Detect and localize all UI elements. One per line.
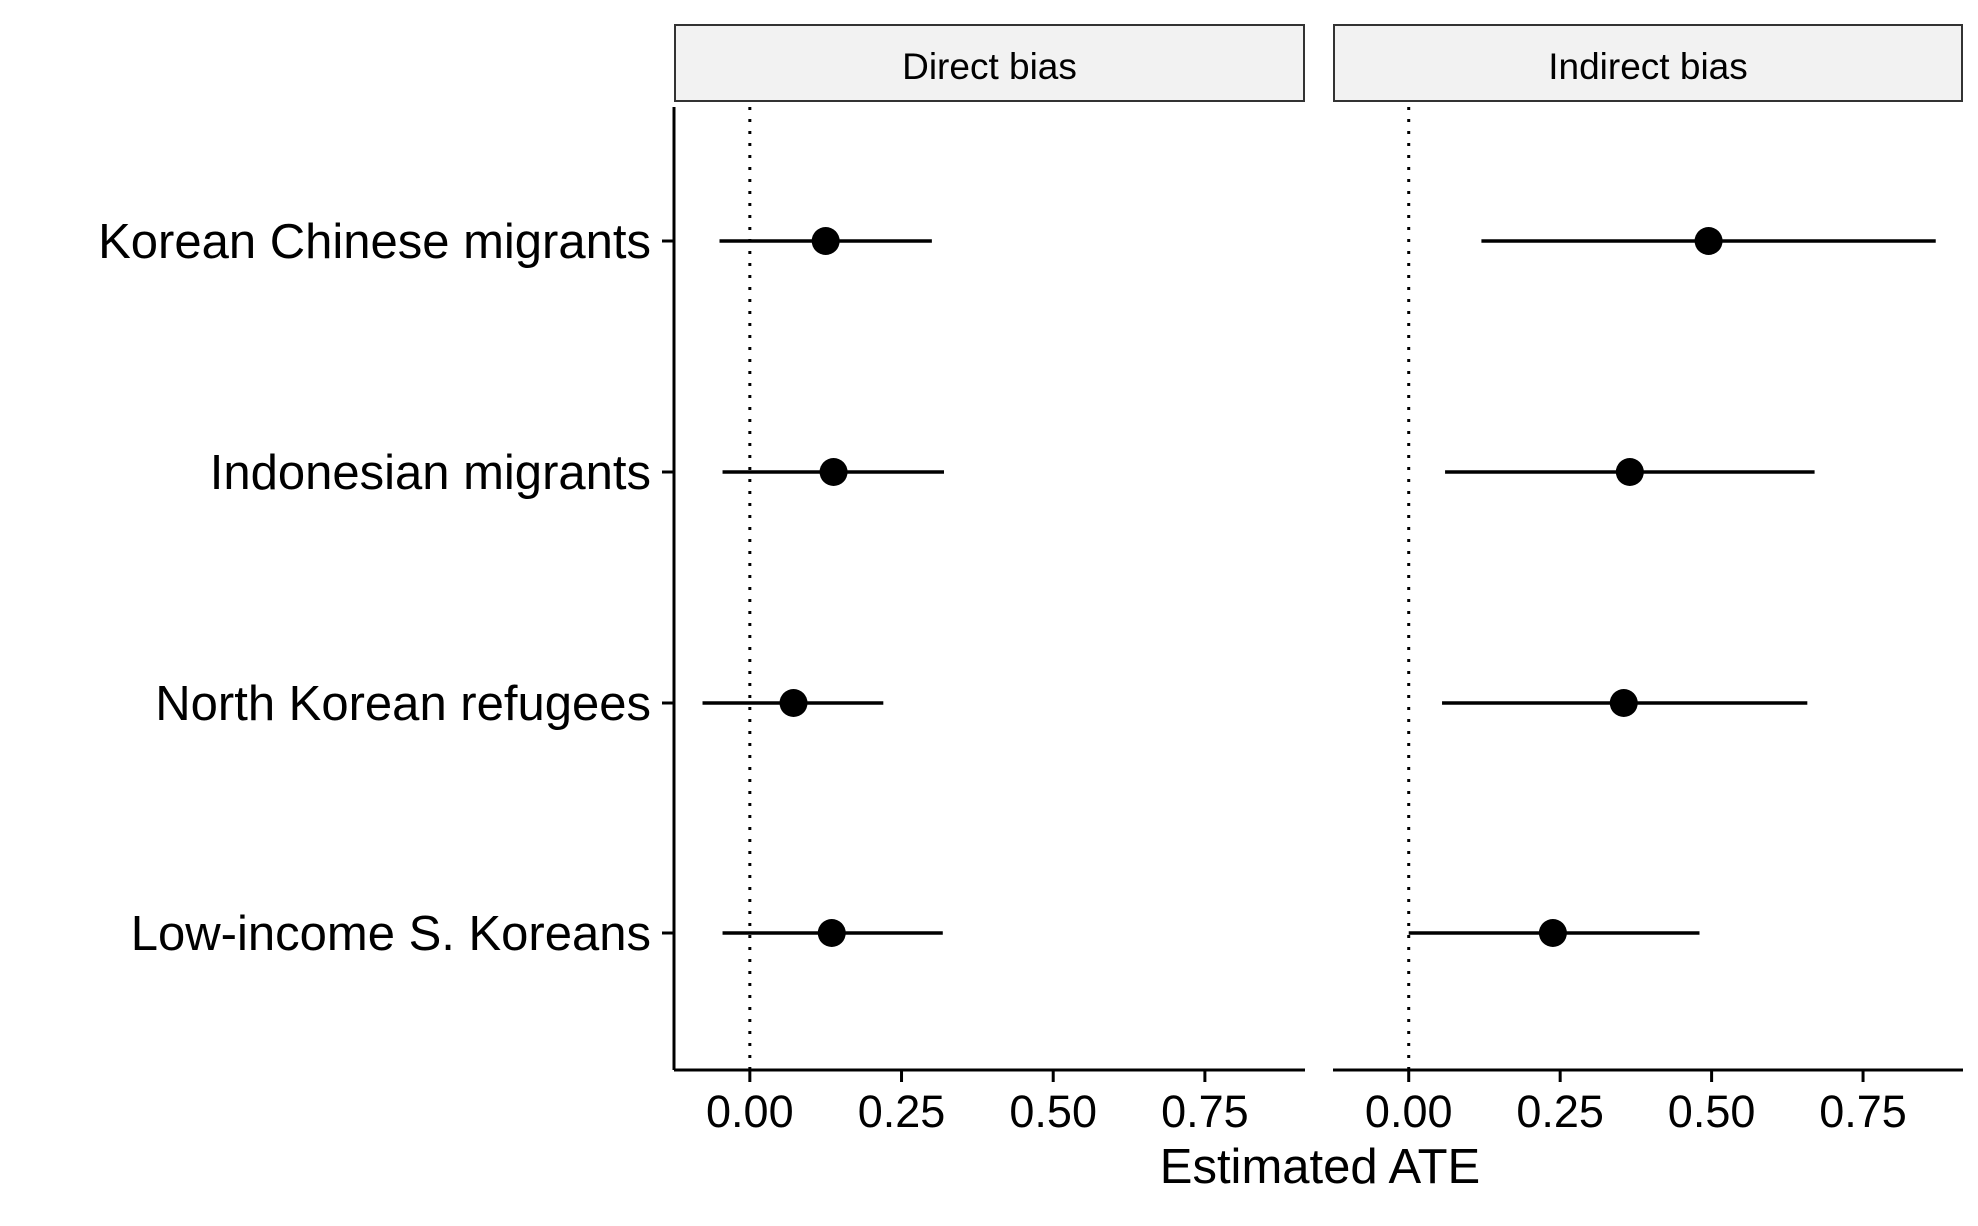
facet-strip-label: Direct bias	[902, 46, 1077, 87]
point-estimate	[819, 458, 848, 486]
facet-strip	[674, 24, 1305, 102]
x-tick-label: 0.00	[1365, 1086, 1453, 1137]
x-tick-label: 0.75	[1161, 1086, 1249, 1137]
point-estimate	[817, 919, 846, 947]
facet-strip	[1333, 24, 1963, 102]
point-estimate	[811, 227, 840, 255]
x-tick-label: 0.50	[1009, 1086, 1097, 1137]
point-estimate	[1694, 227, 1723, 255]
x-tick-label: 0.25	[858, 1086, 946, 1137]
point-estimate	[1538, 919, 1567, 947]
y-tick-label: North Korean refugees	[155, 677, 651, 731]
x-tick-label: 0.75	[1819, 1086, 1907, 1137]
y-tick-label: Korean Chinese migrants	[98, 215, 651, 269]
x-tick-label: 0.25	[1516, 1086, 1604, 1137]
facet-strip-label: Indirect bias	[1548, 46, 1748, 87]
y-tick-label: Low-income S. Koreans	[131, 907, 651, 961]
point-estimate	[779, 689, 808, 717]
x-tick-label: 0.50	[1668, 1086, 1756, 1137]
y-tick-label: Indonesian migrants	[210, 446, 651, 500]
x-axis-title: Estimated ATE	[1160, 1140, 1480, 1194]
point-estimate	[1609, 689, 1638, 717]
point-estimate	[1615, 458, 1644, 486]
x-tick-label: 0.00	[706, 1086, 794, 1137]
